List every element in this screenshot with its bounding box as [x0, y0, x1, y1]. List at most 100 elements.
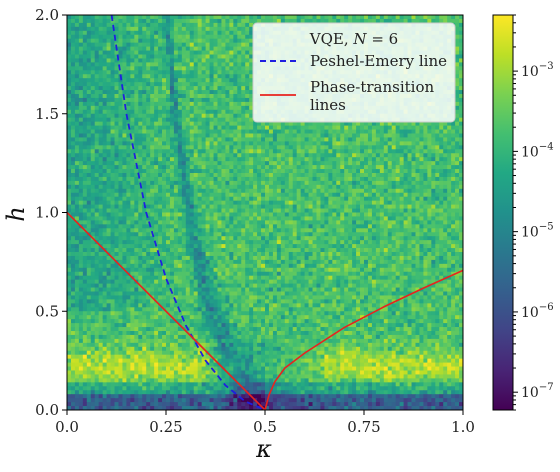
- heatmap-cell: [98, 121, 104, 126]
- heatmap-cell: [154, 208, 159, 213]
- heatmap-cell: [154, 18, 159, 24]
- heatmap-cell: [284, 180, 290, 186]
- heatmap-cell: [185, 22, 191, 28]
- heatmap-cell: [142, 169, 147, 174]
- heatmap-cell: [189, 145, 195, 150]
- heatmap-cell: [162, 74, 167, 79]
- heatmap-cell: [443, 200, 448, 205]
- heatmap-cell: [447, 157, 452, 162]
- heatmap-cell: [451, 173, 456, 178]
- heatmap-cell: [233, 121, 238, 126]
- heatmap-cell: [225, 62, 230, 67]
- heatmap-cell: [237, 141, 242, 146]
- heatmap-cell: [225, 188, 230, 194]
- heatmap-cell: [110, 188, 115, 194]
- heatmap-cell: [110, 204, 115, 209]
- heatmap-cell: [268, 121, 274, 126]
- heatmap-cell: [265, 125, 270, 130]
- heatmap-cell: [189, 117, 195, 123]
- heatmap-cell: [272, 188, 278, 194]
- heatmap-cell: [221, 97, 226, 103]
- heatmap-cell: [90, 188, 96, 194]
- heatmap-cell: [150, 42, 155, 47]
- heatmap-cell: [241, 70, 246, 75]
- heatmap-cell: [245, 30, 250, 36]
- heatmap-cell: [411, 121, 416, 126]
- heatmap-cell: [288, 121, 294, 126]
- heatmap-cell: [106, 137, 111, 142]
- heatmap-cell: [78, 90, 84, 95]
- heatmap-cell: [150, 54, 155, 59]
- heatmap-cell: [177, 145, 183, 150]
- heatmap-cell: [90, 153, 96, 158]
- heatmap-cell: [134, 117, 139, 123]
- heatmap-cell: [387, 145, 393, 150]
- heatmap-cell: [383, 180, 389, 186]
- heatmap-cell: [150, 117, 155, 123]
- heatmap-cell: [312, 176, 317, 182]
- heatmap-cell: [177, 22, 183, 28]
- heatmap-cell: [169, 54, 175, 59]
- heatmap-cell: [158, 26, 163, 32]
- heatmap-cell: [181, 101, 187, 107]
- heatmap-cell: [130, 90, 135, 95]
- heatmap-cell: [189, 133, 195, 138]
- heatmap-cell: [134, 50, 139, 55]
- heatmap-cell: [439, 204, 444, 209]
- heatmap-cell: [439, 121, 444, 126]
- heatmap-cell: [122, 173, 127, 178]
- heatmap-cell: [162, 54, 167, 59]
- heatmap-cell: [86, 105, 92, 111]
- heatmap-cell: [94, 200, 100, 205]
- heatmap-cell: [435, 125, 440, 130]
- heatmap-cell: [455, 97, 460, 103]
- heatmap-cell: [225, 161, 230, 166]
- heatmap-cell: [411, 184, 416, 190]
- heatmap-cell: [407, 137, 412, 142]
- heatmap-cell: [233, 54, 238, 59]
- heatmap-cell: [185, 196, 191, 202]
- heatmap-cell: [257, 176, 262, 182]
- heatmap-cell: [181, 109, 187, 115]
- heatmap-cell: [146, 30, 151, 36]
- heatmap-cell: [209, 176, 214, 182]
- heatmap-cell: [130, 117, 135, 123]
- heatmap-cell: [324, 208, 329, 213]
- heatmap-cell: [375, 145, 381, 150]
- heatmap-cell: [205, 22, 210, 28]
- heatmap-cell: [233, 204, 238, 209]
- heatmap-cell: [173, 22, 179, 28]
- heatmap-cell: [213, 90, 218, 95]
- heatmap-cell: [94, 54, 100, 59]
- heatmap-cell: [82, 208, 88, 213]
- heatmap-cell: [70, 176, 76, 182]
- heatmap-cell: [70, 141, 76, 146]
- heatmap-cell: [344, 157, 349, 162]
- heatmap-cell: [86, 141, 92, 146]
- heatmap-cell: [181, 153, 187, 158]
- heatmap-cell: [70, 196, 76, 202]
- heatmap-cell: [241, 94, 246, 99]
- heatmap-cell: [146, 66, 151, 71]
- heatmap-cell: [272, 173, 278, 178]
- heatmap-cell: [213, 26, 218, 32]
- heatmap-cell: [78, 46, 84, 51]
- heatmap-cell: [169, 113, 175, 119]
- heatmap-cell: [90, 165, 96, 170]
- heatmap-cell: [229, 54, 234, 59]
- heatmap-cell: [185, 145, 191, 150]
- heatmap-cell: [229, 58, 234, 63]
- heatmap-cell: [225, 121, 230, 126]
- heatmap-cell: [320, 141, 325, 146]
- heatmap-cell: [459, 192, 463, 198]
- heatmap-cell: [455, 101, 460, 107]
- heatmap-cell: [233, 137, 238, 142]
- heatmap-cell: [237, 105, 242, 111]
- heatmap-cell: [130, 22, 135, 28]
- heatmap-cell: [332, 173, 337, 178]
- heatmap-cell: [229, 46, 234, 51]
- heatmap-cell: [383, 125, 389, 130]
- heatmap-cell: [245, 34, 250, 40]
- heatmap-cell: [78, 70, 84, 75]
- heatmap-cell: [320, 192, 325, 198]
